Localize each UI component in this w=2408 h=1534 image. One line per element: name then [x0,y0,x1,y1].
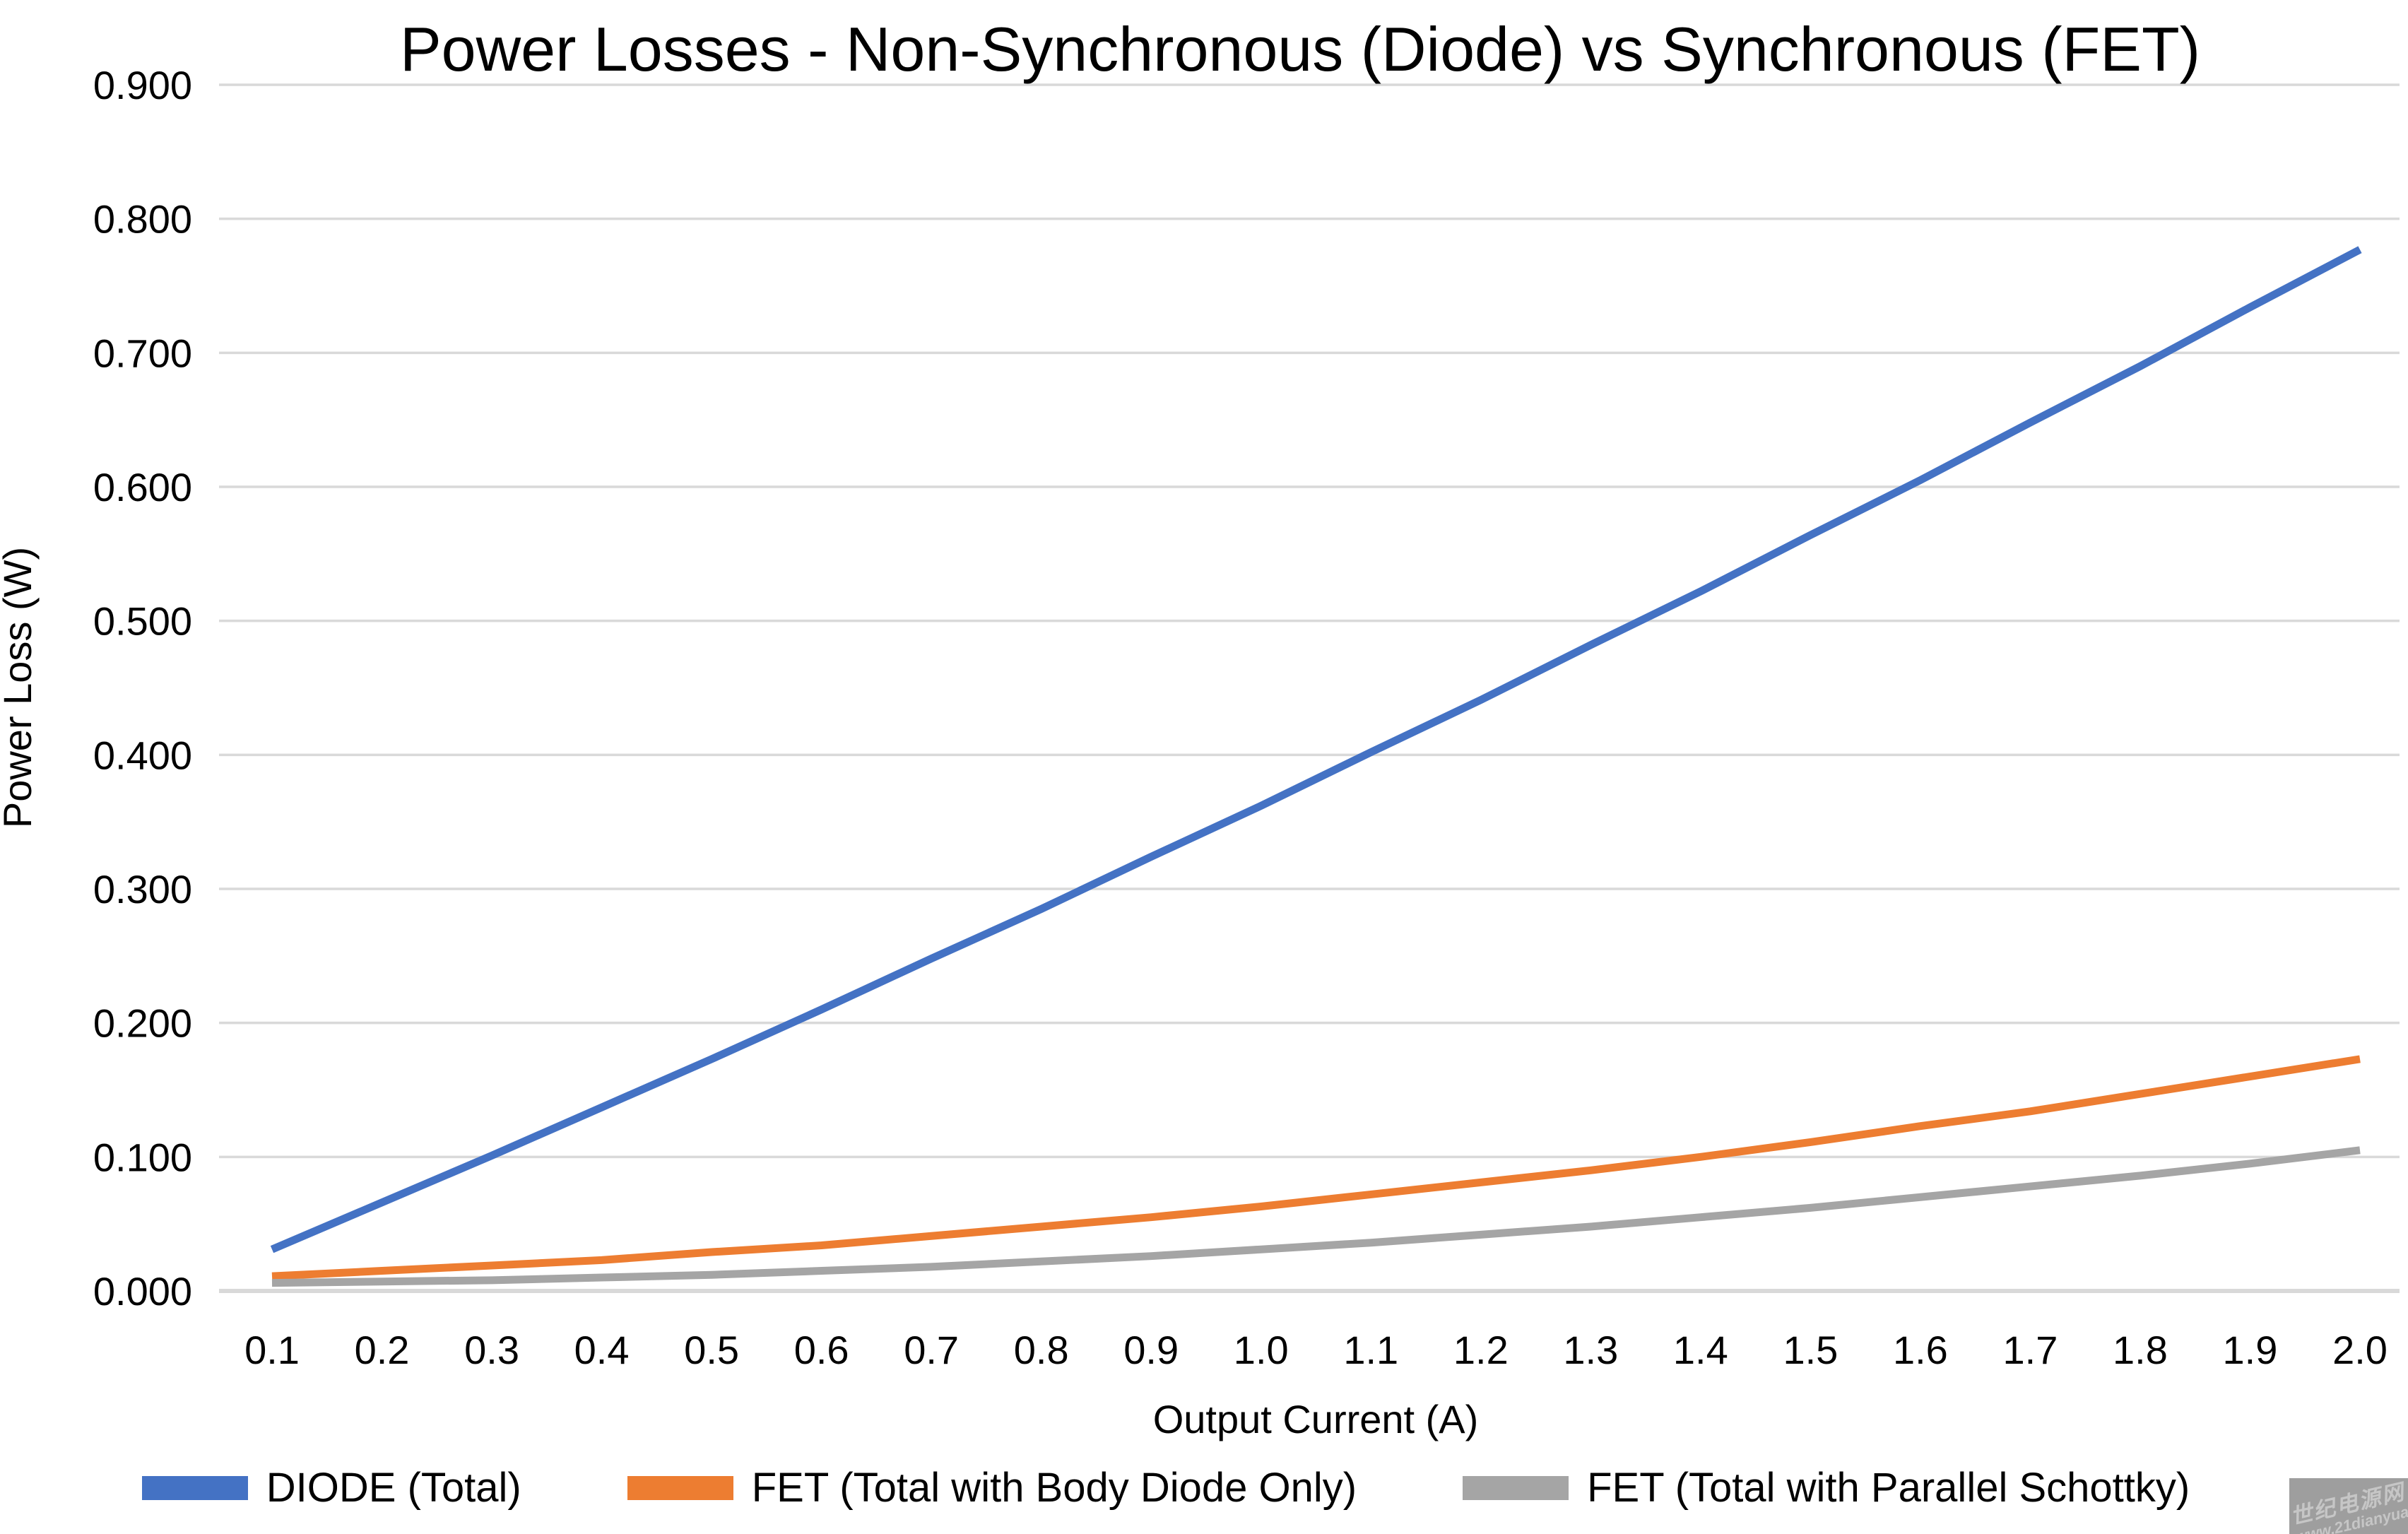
legend-label: FET (Total with Parallel Schottky) [1587,1465,2190,1511]
x-tick-label: 0.4 [574,1328,630,1372]
legend-swatch-fet-total-with-body-diode-only [627,1475,733,1500]
y-tick-label: 0.600 [93,465,192,509]
legend-item-fet-total-with-body-diode-only: FET (Total with Body Diode Only) [627,1464,1357,1511]
series-lines [270,246,2362,1287]
x-tick-label: 0.9 [1123,1328,1179,1372]
legend-swatch-diode-total [141,1475,248,1500]
x-tick-label: 0.6 [794,1328,849,1372]
x-tick-label: 1.2 [1453,1328,1509,1372]
legend-label: FET (Total with Body Diode Only) [751,1465,1357,1511]
y-tick-label: 0.700 [93,331,192,375]
x-tick-label: 1.8 [2113,1328,2168,1372]
x-axis-title: Output Current (A) [1153,1397,1479,1441]
watermark: 世纪电源网 www.21dianyuan.com [2289,1478,2408,1534]
x-tick-label: 1.9 [2223,1328,2278,1372]
y-axis-tick-labels: 0.000 0.100 0.200 0.300 0.400 0.500 0.600 0.700… [93,63,192,1314]
y-tick-label: 0.500 [93,599,192,644]
series-line-diode-total [270,246,2362,1253]
y-axis-title: Power Loss (W) [0,547,40,828]
x-tick-label: 1.1 [1343,1328,1398,1372]
y-tick-label: 0.100 [93,1135,192,1179]
chart-legend: DIODE (Total) FET (Total with Body Diode … [0,1464,2332,1511]
x-tick-label: 1.4 [1673,1328,1728,1372]
y-tick-label: 0.900 [93,63,192,107]
x-tick-label: 0.7 [904,1328,959,1372]
x-tick-label: 2.0 [2332,1328,2388,1372]
y-tick-label: 0.200 [93,1001,192,1046]
chart-title: Power Losses - Non-Synchronous (Diode) v… [400,14,2200,84]
y-tick-label: 0.300 [93,867,192,911]
x-tick-label: 0.5 [684,1328,739,1372]
x-tick-label: 1.7 [2002,1328,2058,1372]
y-tick-label: 0.800 [93,197,192,242]
y-tick-label: 0.000 [93,1269,192,1314]
x-tick-label: 1.3 [1563,1328,1618,1372]
legend-swatch-fet-total-with-parallel-schottky [1463,1475,1569,1500]
x-tick-label: 0.1 [244,1328,300,1372]
x-tick-label: 1.6 [1893,1328,1948,1372]
x-tick-label: 1.5 [1783,1328,1838,1372]
x-axis-tick-labels: 0.1 0.2 0.3 0.4 0.5 0.6 0.7 0.8 0.9 1.0 1.1 1.2 1.3 1… [244,1328,2388,1372]
x-tick-label: 0.2 [355,1328,410,1372]
series-line-fet-total-with-body-diode-only [271,1055,2361,1280]
legend-item-diode-total: DIODE (Total) [141,1464,521,1511]
x-tick-label: 1.0 [1234,1328,1289,1372]
legend-item-fet-total-with-parallel-schottky: FET (Total with Parallel Schottky) [1463,1464,2190,1511]
gridlines [219,83,2400,1293]
x-tick-label: 0.3 [464,1328,519,1372]
legend-label: DIODE (Total) [266,1465,521,1511]
watermark-text: 世纪电源网 www.21dianyuan.com [2289,1478,2408,1534]
y-tick-label: 0.400 [93,733,192,777]
series-line-fet-total-with-parallel-schottky [271,1146,2361,1287]
x-tick-label: 0.8 [1014,1328,1069,1372]
